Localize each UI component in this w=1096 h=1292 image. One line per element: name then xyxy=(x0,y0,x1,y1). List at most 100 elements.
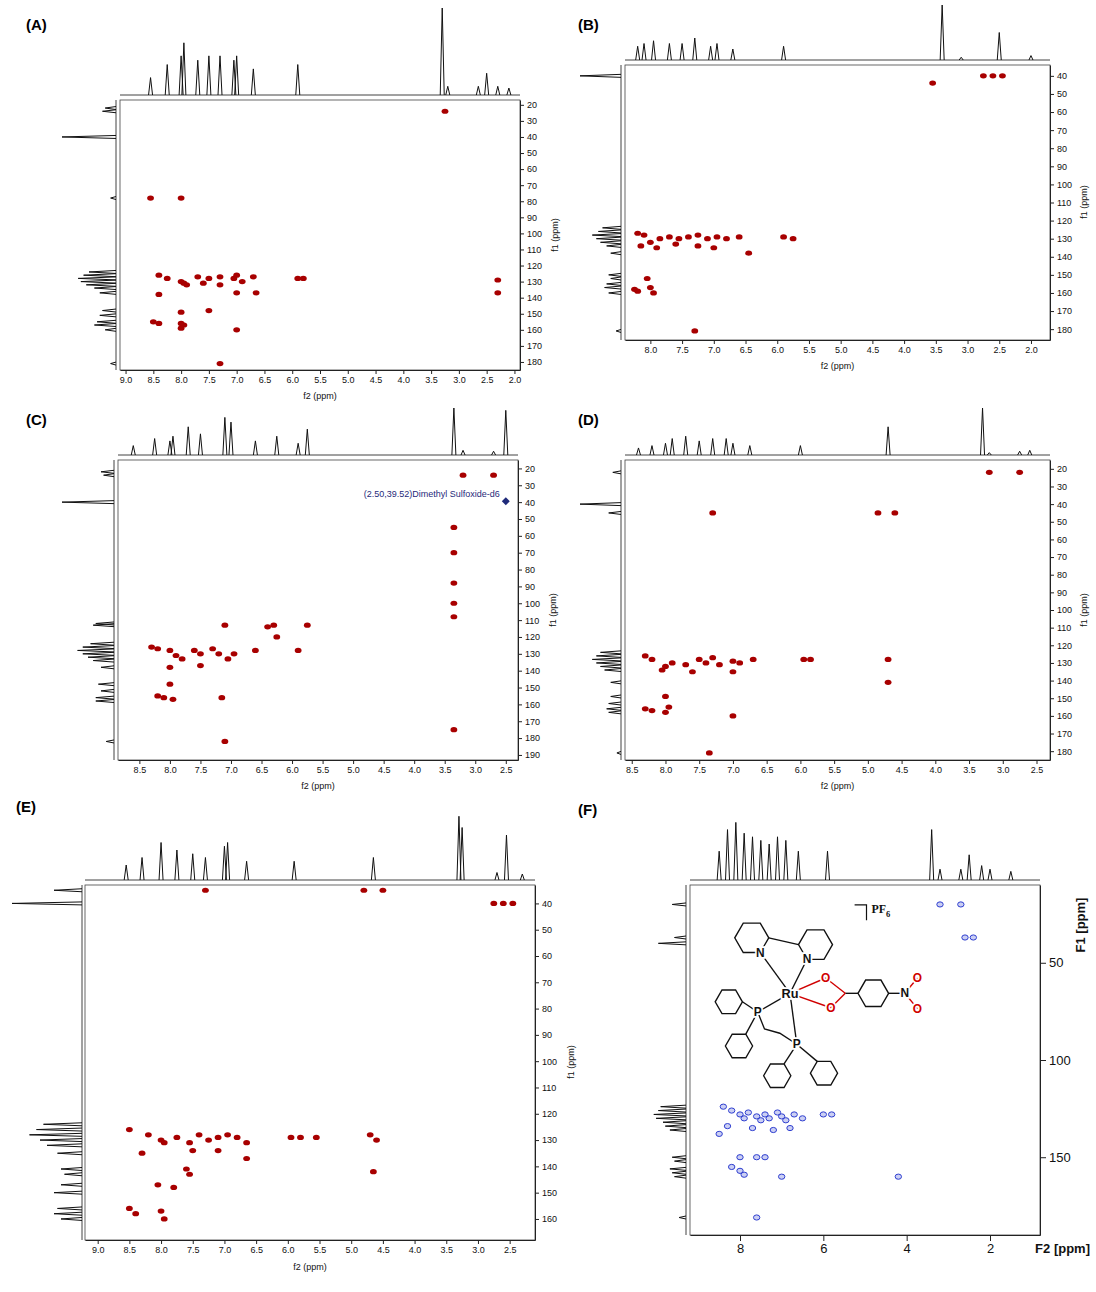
y-tick: 80 xyxy=(1050,570,1067,580)
projection-peak xyxy=(54,889,82,892)
y-tick-mark xyxy=(1050,751,1054,752)
projection-peak xyxy=(296,443,300,455)
y-tick: 100 xyxy=(1050,605,1072,615)
y-tick-mark xyxy=(520,169,524,170)
projection-peak xyxy=(111,362,116,365)
projection-peak xyxy=(245,861,249,880)
x-tick-label: 5.5 xyxy=(828,765,841,775)
x-tick-mark xyxy=(904,340,905,344)
y-tick: 60 xyxy=(535,951,552,961)
cross-peak xyxy=(723,236,730,241)
x-tick-label: 4.0 xyxy=(409,1245,422,1255)
projection-baseline xyxy=(686,885,687,1235)
projection-peak xyxy=(601,651,622,654)
projection-peak xyxy=(988,869,992,880)
y-tick-label: 180 xyxy=(527,357,542,367)
projection-peak xyxy=(81,280,116,283)
y-tick-mark xyxy=(1050,469,1054,470)
projection-peak xyxy=(84,274,116,277)
y-tick-label: 100 xyxy=(527,229,542,239)
y-tick: 90 xyxy=(1050,588,1067,598)
cross-peak xyxy=(650,290,657,295)
projection-peak xyxy=(96,696,114,699)
cross-peak xyxy=(828,1112,834,1117)
x-tick-label: 9.0 xyxy=(92,1245,105,1255)
cross-peak xyxy=(186,1140,193,1145)
x-tick: 8 xyxy=(737,1235,744,1256)
x-tick: 6.5 xyxy=(259,370,272,385)
x-tick: 4.5 xyxy=(378,760,391,775)
y-tick-mark xyxy=(535,1009,539,1010)
atom-label: N xyxy=(900,986,909,1000)
y-tick-label: 100 xyxy=(1049,1053,1071,1068)
cross-peak xyxy=(770,1127,776,1132)
projection-peak xyxy=(40,1139,82,1142)
projection-peak xyxy=(103,309,117,312)
cross-peak xyxy=(167,648,174,653)
cross-peaks xyxy=(642,470,1023,756)
y-tick: 180 xyxy=(1050,747,1072,757)
y-tick: 130 xyxy=(1050,234,1072,244)
y-tick: 60 xyxy=(1050,107,1067,117)
cross-peak xyxy=(885,680,892,685)
y-tick-label: 170 xyxy=(525,717,540,727)
x-tick: 6 xyxy=(820,1235,827,1256)
chain xyxy=(758,1012,797,1044)
y-tick-mark xyxy=(1050,329,1054,330)
y-tick-mark xyxy=(518,637,522,638)
x-tick-label: 4.5 xyxy=(370,375,383,385)
y-tick-mark xyxy=(535,1035,539,1036)
x-axis-line xyxy=(691,1235,1041,1236)
y-tick: 110 xyxy=(520,245,541,255)
y-tick: 130 xyxy=(1050,658,1072,668)
projection-f2 xyxy=(690,822,1040,880)
cross-peak xyxy=(736,234,743,239)
y-tick: 60 xyxy=(1050,535,1067,545)
y-tick: 40 xyxy=(535,899,552,909)
cross-peak xyxy=(233,290,240,295)
atom-label: O xyxy=(826,1001,835,1015)
x-axis: 8.58.07.57.06.56.05.55.04.54.03.53.02.5 xyxy=(119,760,519,775)
figure: (A)9.08.58.07.57.06.56.05.55.04.54.03.53… xyxy=(0,0,1096,1292)
x-tick: 4.0 xyxy=(898,340,911,355)
x-tick: 2.5 xyxy=(504,1240,517,1255)
x-tick-mark xyxy=(431,370,432,374)
x-tick-label: 3.5 xyxy=(441,1245,454,1255)
cross-peak xyxy=(720,1104,726,1109)
x-axis-line xyxy=(119,760,519,761)
ring xyxy=(764,1064,791,1088)
x-tick-label: 4.5 xyxy=(377,1245,390,1255)
x-tick: 5.5 xyxy=(828,760,841,775)
cross-peak xyxy=(178,326,185,331)
y-tick-mark xyxy=(1050,645,1054,646)
x-tick-mark xyxy=(777,340,778,344)
y-tick-mark xyxy=(1040,963,1046,964)
y-tick: 50 xyxy=(1050,517,1067,527)
cross-peak xyxy=(170,1185,177,1190)
y-tick-label: 150 xyxy=(1057,694,1072,704)
projection-peak xyxy=(476,86,480,95)
y-tick-label: 40 xyxy=(542,899,552,909)
projection-peak xyxy=(609,291,621,294)
x-tick-label: 5.0 xyxy=(835,345,848,355)
x-tick-mark xyxy=(714,340,715,344)
projection-peak xyxy=(96,700,114,703)
projection-peak xyxy=(191,854,195,880)
atom-label: O xyxy=(821,971,830,985)
x-tick-mark xyxy=(384,760,385,764)
y-tick: 150 xyxy=(1050,694,1072,704)
x-tick-label: 5.0 xyxy=(342,375,355,385)
x-tick-mark xyxy=(376,370,377,374)
ring xyxy=(858,980,889,1007)
x-tick-mark xyxy=(632,760,633,764)
projection-peak xyxy=(981,408,985,455)
y-tick: 40 xyxy=(1050,71,1067,81)
x-axis: 9.08.58.07.57.06.56.05.55.04.54.03.53.02… xyxy=(86,1240,536,1255)
cross-peak xyxy=(209,646,216,651)
projection-peak xyxy=(54,1212,82,1215)
y-tick: 30 xyxy=(1050,482,1067,492)
x-tick: 8.0 xyxy=(164,760,177,775)
projection-peak xyxy=(598,230,621,233)
x-axis-line xyxy=(626,340,1051,341)
projection-peak xyxy=(650,446,654,455)
